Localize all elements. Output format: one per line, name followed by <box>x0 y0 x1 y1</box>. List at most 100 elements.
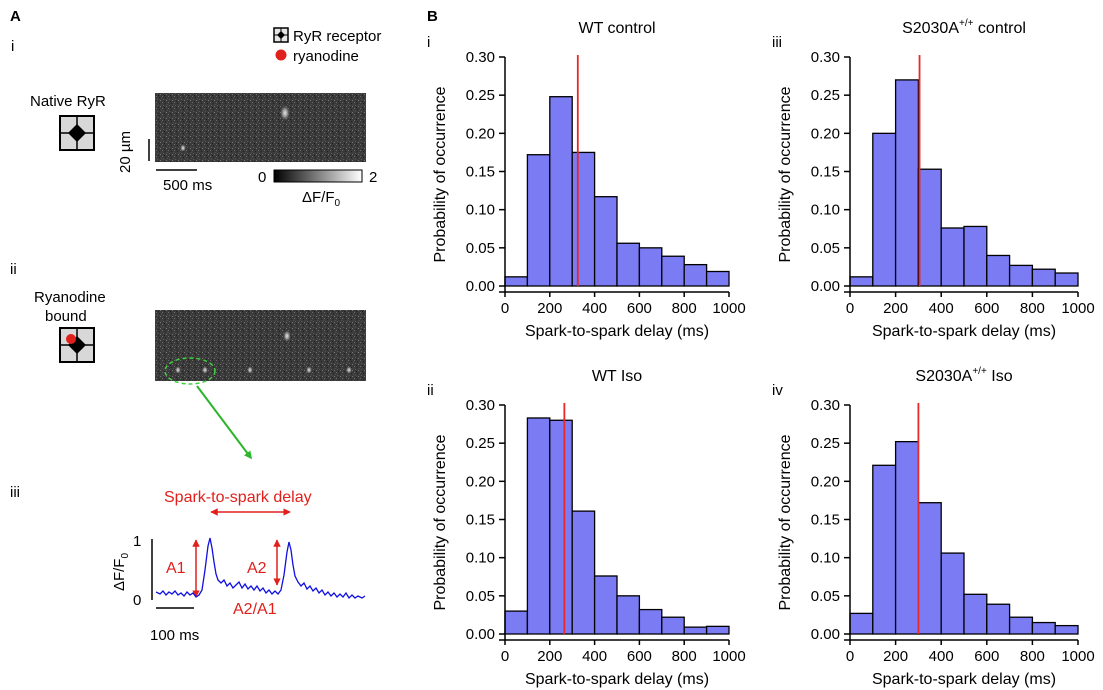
histogram-bar <box>638 247 663 287</box>
x-tick-label: 600 <box>974 300 999 317</box>
legend-ryanodine-label: ryanodine <box>293 48 359 65</box>
subpanel-label: i <box>427 34 430 51</box>
receptor-legend-icon <box>273 27 289 43</box>
histogram-bar <box>593 196 618 287</box>
a2-label: A2 <box>247 560 267 577</box>
subpanel-label: ii <box>427 382 434 399</box>
histogram-ii: ii WT Iso 0.00 0.05 0.10 0.15 0.20 0.25 0.30 0 200… <box>427 368 746 688</box>
y-tick-label: 0.00 <box>811 278 840 295</box>
chart-title: WT Iso <box>592 368 642 385</box>
x-axis-label: Spark-to-spark delay (ms) <box>525 671 709 688</box>
histogram-bar <box>571 151 596 287</box>
x-tick-label: 200 <box>537 300 562 317</box>
histogram-i: i WT control 0.00 0.05 0.10 0.15 0.20 0.25 0.30 0… <box>427 20 746 340</box>
histogram-bar <box>638 608 663 635</box>
histogram-bar <box>616 242 641 287</box>
y-tick-label: 0.30 <box>466 397 495 414</box>
trace-ylabel: ΔF/F0 <box>111 553 131 592</box>
y-tick-label: 0.25 <box>811 435 840 452</box>
delay-label: Spark-to-spark delay <box>164 489 312 506</box>
linescan-image-bound <box>155 310 366 381</box>
x-tick-label: 800 <box>1020 300 1045 317</box>
scale-um-label: 20 µm <box>117 131 134 173</box>
y-tick-label: 0.15 <box>466 164 495 181</box>
x-tick-label: 600 <box>627 648 652 665</box>
subpanel-label: iii <box>772 34 782 51</box>
histogram-bar <box>986 254 1011 287</box>
x-tick-label: 400 <box>929 300 954 317</box>
x-tick-label: 600 <box>974 648 999 665</box>
y-tick-label: 0.20 <box>811 125 840 142</box>
histogram-bar <box>705 625 730 635</box>
histogram-bar <box>849 612 874 635</box>
x-axis-label: Spark-to-spark delay (ms) <box>525 323 709 340</box>
colorbar-label: ΔF/F0 <box>302 189 341 209</box>
x-tick-label: 0 <box>846 300 854 317</box>
histogram-bar <box>1054 624 1079 635</box>
y-tick-label: 0.10 <box>811 550 840 567</box>
x-tick-label: 200 <box>883 648 908 665</box>
panel-a-sub-i: i <box>11 38 14 55</box>
chart-title: S2030A+/+ Iso <box>915 366 1012 385</box>
trace-scale-ms: 100 ms <box>150 627 199 644</box>
y-tick-label: 0.15 <box>811 512 840 529</box>
legend-receptor-label: RyR receptor <box>293 28 381 45</box>
colorbar <box>273 169 363 183</box>
native-receptor-icon <box>59 115 95 151</box>
y-axis-label: Probability of occurrence <box>432 86 449 262</box>
histogram-bar <box>1008 616 1034 635</box>
x-tick-label: 800 <box>672 648 697 665</box>
x-tick-label: 200 <box>537 648 562 665</box>
highlight-ellipse <box>164 357 216 385</box>
x-tick-label: 800 <box>1020 648 1045 665</box>
colorbar-min: 0 <box>258 169 266 186</box>
y-tick-label: 0.05 <box>466 588 495 605</box>
x-tick-label: 200 <box>883 300 908 317</box>
trace-y-top: 1 <box>133 533 141 550</box>
y-tick-label: 0.10 <box>466 202 495 219</box>
x-tick-label: 0 <box>501 648 509 665</box>
panel-b-charts: i WT control 0.00 0.05 0.10 0.15 0.20 0.25 0.30 0… <box>427 18 1095 688</box>
scale-ms-label: 500 ms <box>163 177 212 194</box>
x-tick-label: 400 <box>929 648 954 665</box>
histogram-bar <box>872 132 897 287</box>
y-tick-label: 0.10 <box>466 550 495 567</box>
x-tick-label: 400 <box>582 300 607 317</box>
histogram-bar <box>661 255 685 287</box>
histogram-bar <box>894 440 920 635</box>
histogram-bar <box>1031 621 1056 635</box>
y-tick-label: 0.00 <box>466 278 495 295</box>
x-axis-label: Spark-to-spark delay (ms) <box>872 671 1056 688</box>
histogram-bar <box>963 593 988 635</box>
histogram-bar <box>661 616 685 635</box>
histogram-bar <box>504 610 529 635</box>
histogram-bar <box>571 510 596 635</box>
histogram-bar <box>526 154 551 287</box>
panel-a-sub-ii: ii <box>10 261 17 278</box>
histogram-bar <box>683 263 708 287</box>
histogram-iv: iv S2030A+/+ Iso 0.00 0.05 0.10 0.15 0.20 0.25 0… <box>772 366 1095 688</box>
histogram-bar <box>683 626 708 635</box>
y-tick-label: 0.25 <box>466 435 495 452</box>
chart-title: WT control <box>578 20 655 37</box>
histogram-bar <box>894 79 920 287</box>
histogram-bar <box>616 595 641 635</box>
ratio-label: A2/A1 <box>233 601 277 618</box>
histogram-bar <box>526 417 551 635</box>
x-tick-label: 600 <box>627 300 652 317</box>
ryanodine-bound-label-2: bound <box>45 308 87 325</box>
histogram-bar <box>986 603 1011 635</box>
y-tick-label: 0.15 <box>466 512 495 529</box>
y-axis-label: Probability of occurrence <box>777 86 794 262</box>
histogram-bar <box>849 276 874 287</box>
y-tick-label: 0.20 <box>811 473 840 490</box>
y-tick-label: 0.30 <box>811 49 840 66</box>
x-tick-label: 800 <box>672 300 697 317</box>
histogram-bar <box>917 168 942 287</box>
y-tick-label: 0.15 <box>811 164 840 181</box>
x-axis-label: Spark-to-spark delay (ms) <box>872 323 1056 340</box>
y-tick-label: 0.05 <box>811 588 840 605</box>
y-tick-label: 0.00 <box>811 626 840 643</box>
histogram-bar <box>872 464 897 635</box>
